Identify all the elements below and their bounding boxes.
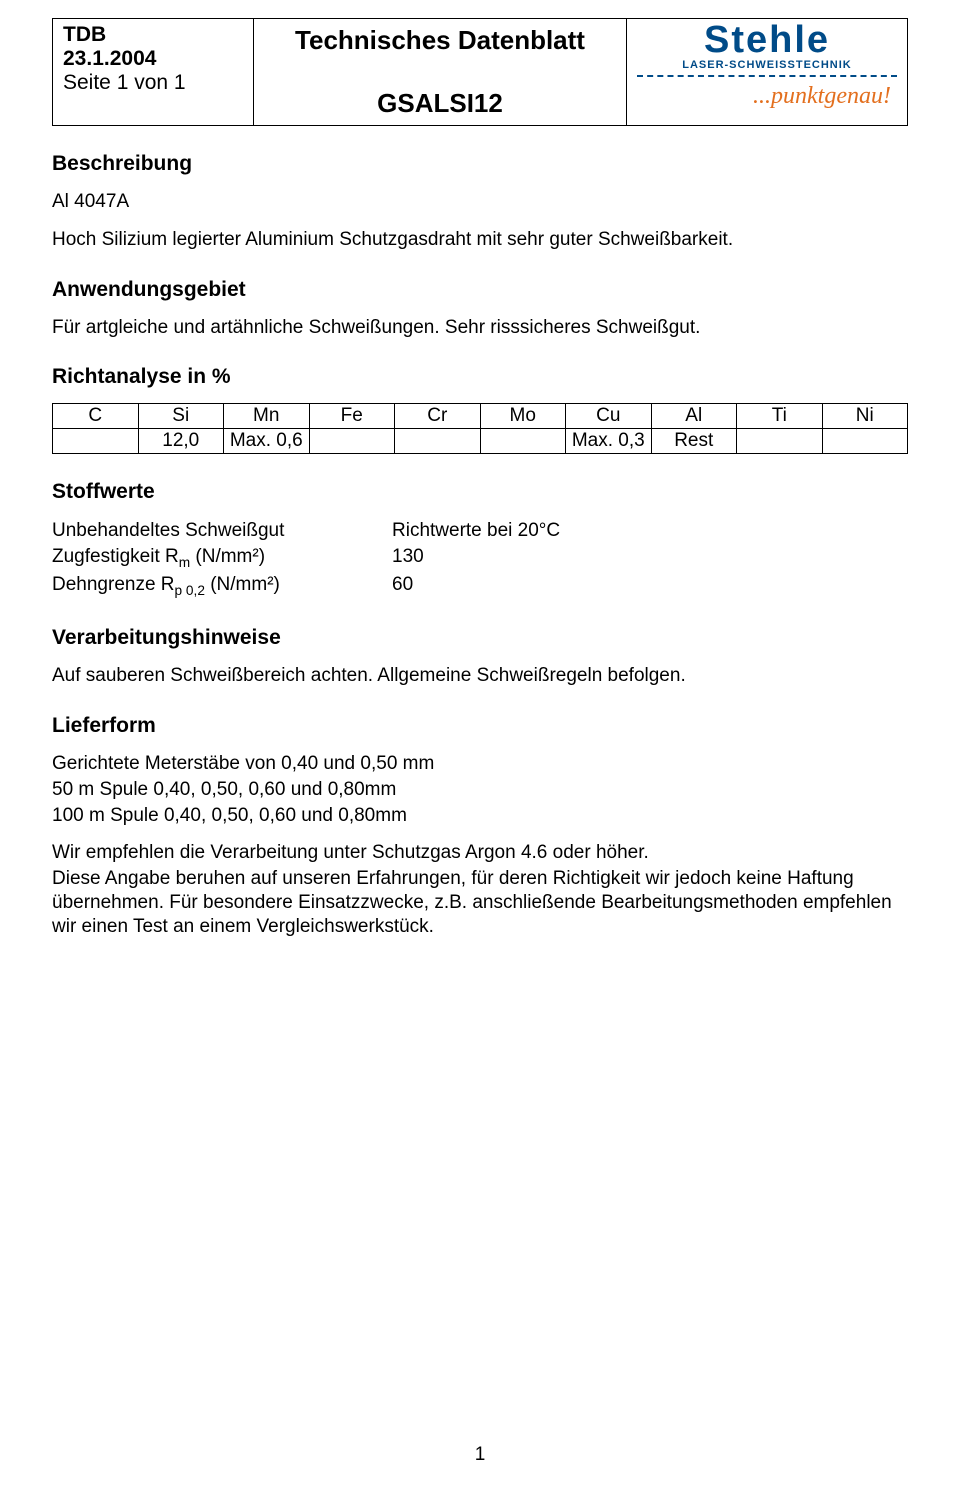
- prop-row3-label-a: Dehngrenze R: [52, 574, 175, 595]
- lieferform-l3: 100 m Spule 0,40, 0,50, 0,60 und 0,80mm: [52, 804, 908, 828]
- page-number: 1: [0, 1444, 960, 1466]
- doc-subtitle: GSALSI12: [264, 88, 616, 119]
- th-ni: Ni: [822, 404, 908, 429]
- analysis-header-row: C Si Mn Fe Cr Mo Cu Al Ti Ni: [53, 404, 908, 429]
- verarbeitung-text: Auf sauberen Schweißbereich achten. Allg…: [52, 664, 908, 688]
- doc-page: Seite 1 von 1: [63, 71, 243, 95]
- lieferform-l1: Gerichtete Meterstäbe von 0,40 und 0,50 …: [52, 752, 908, 776]
- tv-mo: [480, 429, 566, 454]
- logo-name: Stehle: [704, 23, 830, 57]
- tv-cu: Max. 0,3: [566, 429, 652, 454]
- analysis-value-row: 12,0 Max. 0,6 Max. 0,3 Rest: [53, 429, 908, 454]
- section-beschreibung: Beschreibung: [52, 152, 908, 176]
- header-table: TDB 23.1.2004 Seite 1 von 1 Technisches …: [52, 18, 908, 126]
- prop-row2-label-b: (N/mm²): [190, 546, 265, 567]
- tv-al: Rest: [651, 429, 737, 454]
- th-cu: Cu: [566, 404, 652, 429]
- th-fe: Fe: [309, 404, 395, 429]
- tv-c: [53, 429, 139, 454]
- section-anwendungsgebiet: Anwendungsgebiet: [52, 278, 908, 302]
- prop-row3-value: 60: [392, 572, 908, 600]
- th-al: Al: [651, 404, 737, 429]
- logo-subtitle: LASER-SCHWEISSTECHNIK: [682, 59, 852, 71]
- header-right-cell: Stehle LASER-SCHWEISSTECHNIK ...punktgen…: [627, 19, 908, 126]
- th-mn: Mn: [224, 404, 310, 429]
- lieferform-l5: Diese Angabe beruhen auf unseren Erfahru…: [52, 867, 908, 938]
- tv-mn: Max. 0,6: [224, 429, 310, 454]
- prop-row2-label-a: Zugfestigkeit R: [52, 546, 179, 567]
- logo-tagline: ...punktgenau!: [753, 83, 897, 110]
- section-stoffwerte: Stoffwerte: [52, 480, 908, 504]
- tv-cr: [395, 429, 481, 454]
- tv-ti: [737, 429, 823, 454]
- prop-row2-value: 130: [392, 544, 908, 572]
- section-richtanalyse: Richtanalyse in %: [52, 365, 908, 389]
- doc-code: TDB: [63, 23, 243, 47]
- tv-si: 12,0: [138, 429, 224, 454]
- prop-row2-label: Zugfestigkeit Rm (N/mm²): [52, 544, 352, 572]
- page: TDB 23.1.2004 Seite 1 von 1 Technisches …: [0, 0, 960, 1486]
- th-ti: Ti: [737, 404, 823, 429]
- th-mo: Mo: [480, 404, 566, 429]
- th-cr: Cr: [395, 404, 481, 429]
- alloy-code: Al 4047A: [52, 190, 908, 214]
- doc-title: Technisches Datenblatt: [264, 25, 616, 56]
- anwendung-text: Für artgleiche und artähnliche Schweißun…: [52, 316, 908, 340]
- analysis-table: C Si Mn Fe Cr Mo Cu Al Ti Ni 12,0 Max. 0…: [52, 403, 908, 454]
- logo-divider: [637, 75, 897, 77]
- lieferform-l4: Wir empfehlen die Verarbeitung unter Sch…: [52, 841, 908, 865]
- lieferform-l2: 50 m Spule 0,40, 0,50, 0,60 und 0,80mm: [52, 778, 908, 802]
- section-verarbeitung: Verarbeitungshinweise: [52, 626, 908, 650]
- prop-row3-label-b: (N/mm²): [205, 574, 280, 595]
- th-c: C: [53, 404, 139, 429]
- header-mid-cell: Technisches Datenblatt GSALSI12: [254, 19, 627, 126]
- section-lieferform: Lieferform: [52, 714, 908, 738]
- prop-row2-label-sub: m: [179, 555, 190, 570]
- tv-ni: [822, 429, 908, 454]
- doc-date: 23.1.2004: [63, 47, 243, 71]
- th-si: Si: [138, 404, 224, 429]
- tv-fe: [309, 429, 395, 454]
- company-logo: Stehle LASER-SCHWEISSTECHNIK ...punktgen…: [637, 23, 897, 110]
- prop-row3-label: Dehngrenze Rp 0,2 (N/mm²): [52, 572, 352, 600]
- description-text: Hoch Silizium legierter Aluminium Schutz…: [52, 228, 908, 252]
- prop-row3-label-sub: p 0,2: [175, 583, 205, 598]
- properties-grid: Unbehandeltes Schweißgut Richtwerte bei …: [52, 518, 908, 600]
- prop-row1-label: Unbehandeltes Schweißgut: [52, 518, 352, 544]
- header-left-cell: TDB 23.1.2004 Seite 1 von 1: [53, 19, 254, 126]
- prop-row1-value: Richtwerte bei 20°C: [392, 518, 908, 544]
